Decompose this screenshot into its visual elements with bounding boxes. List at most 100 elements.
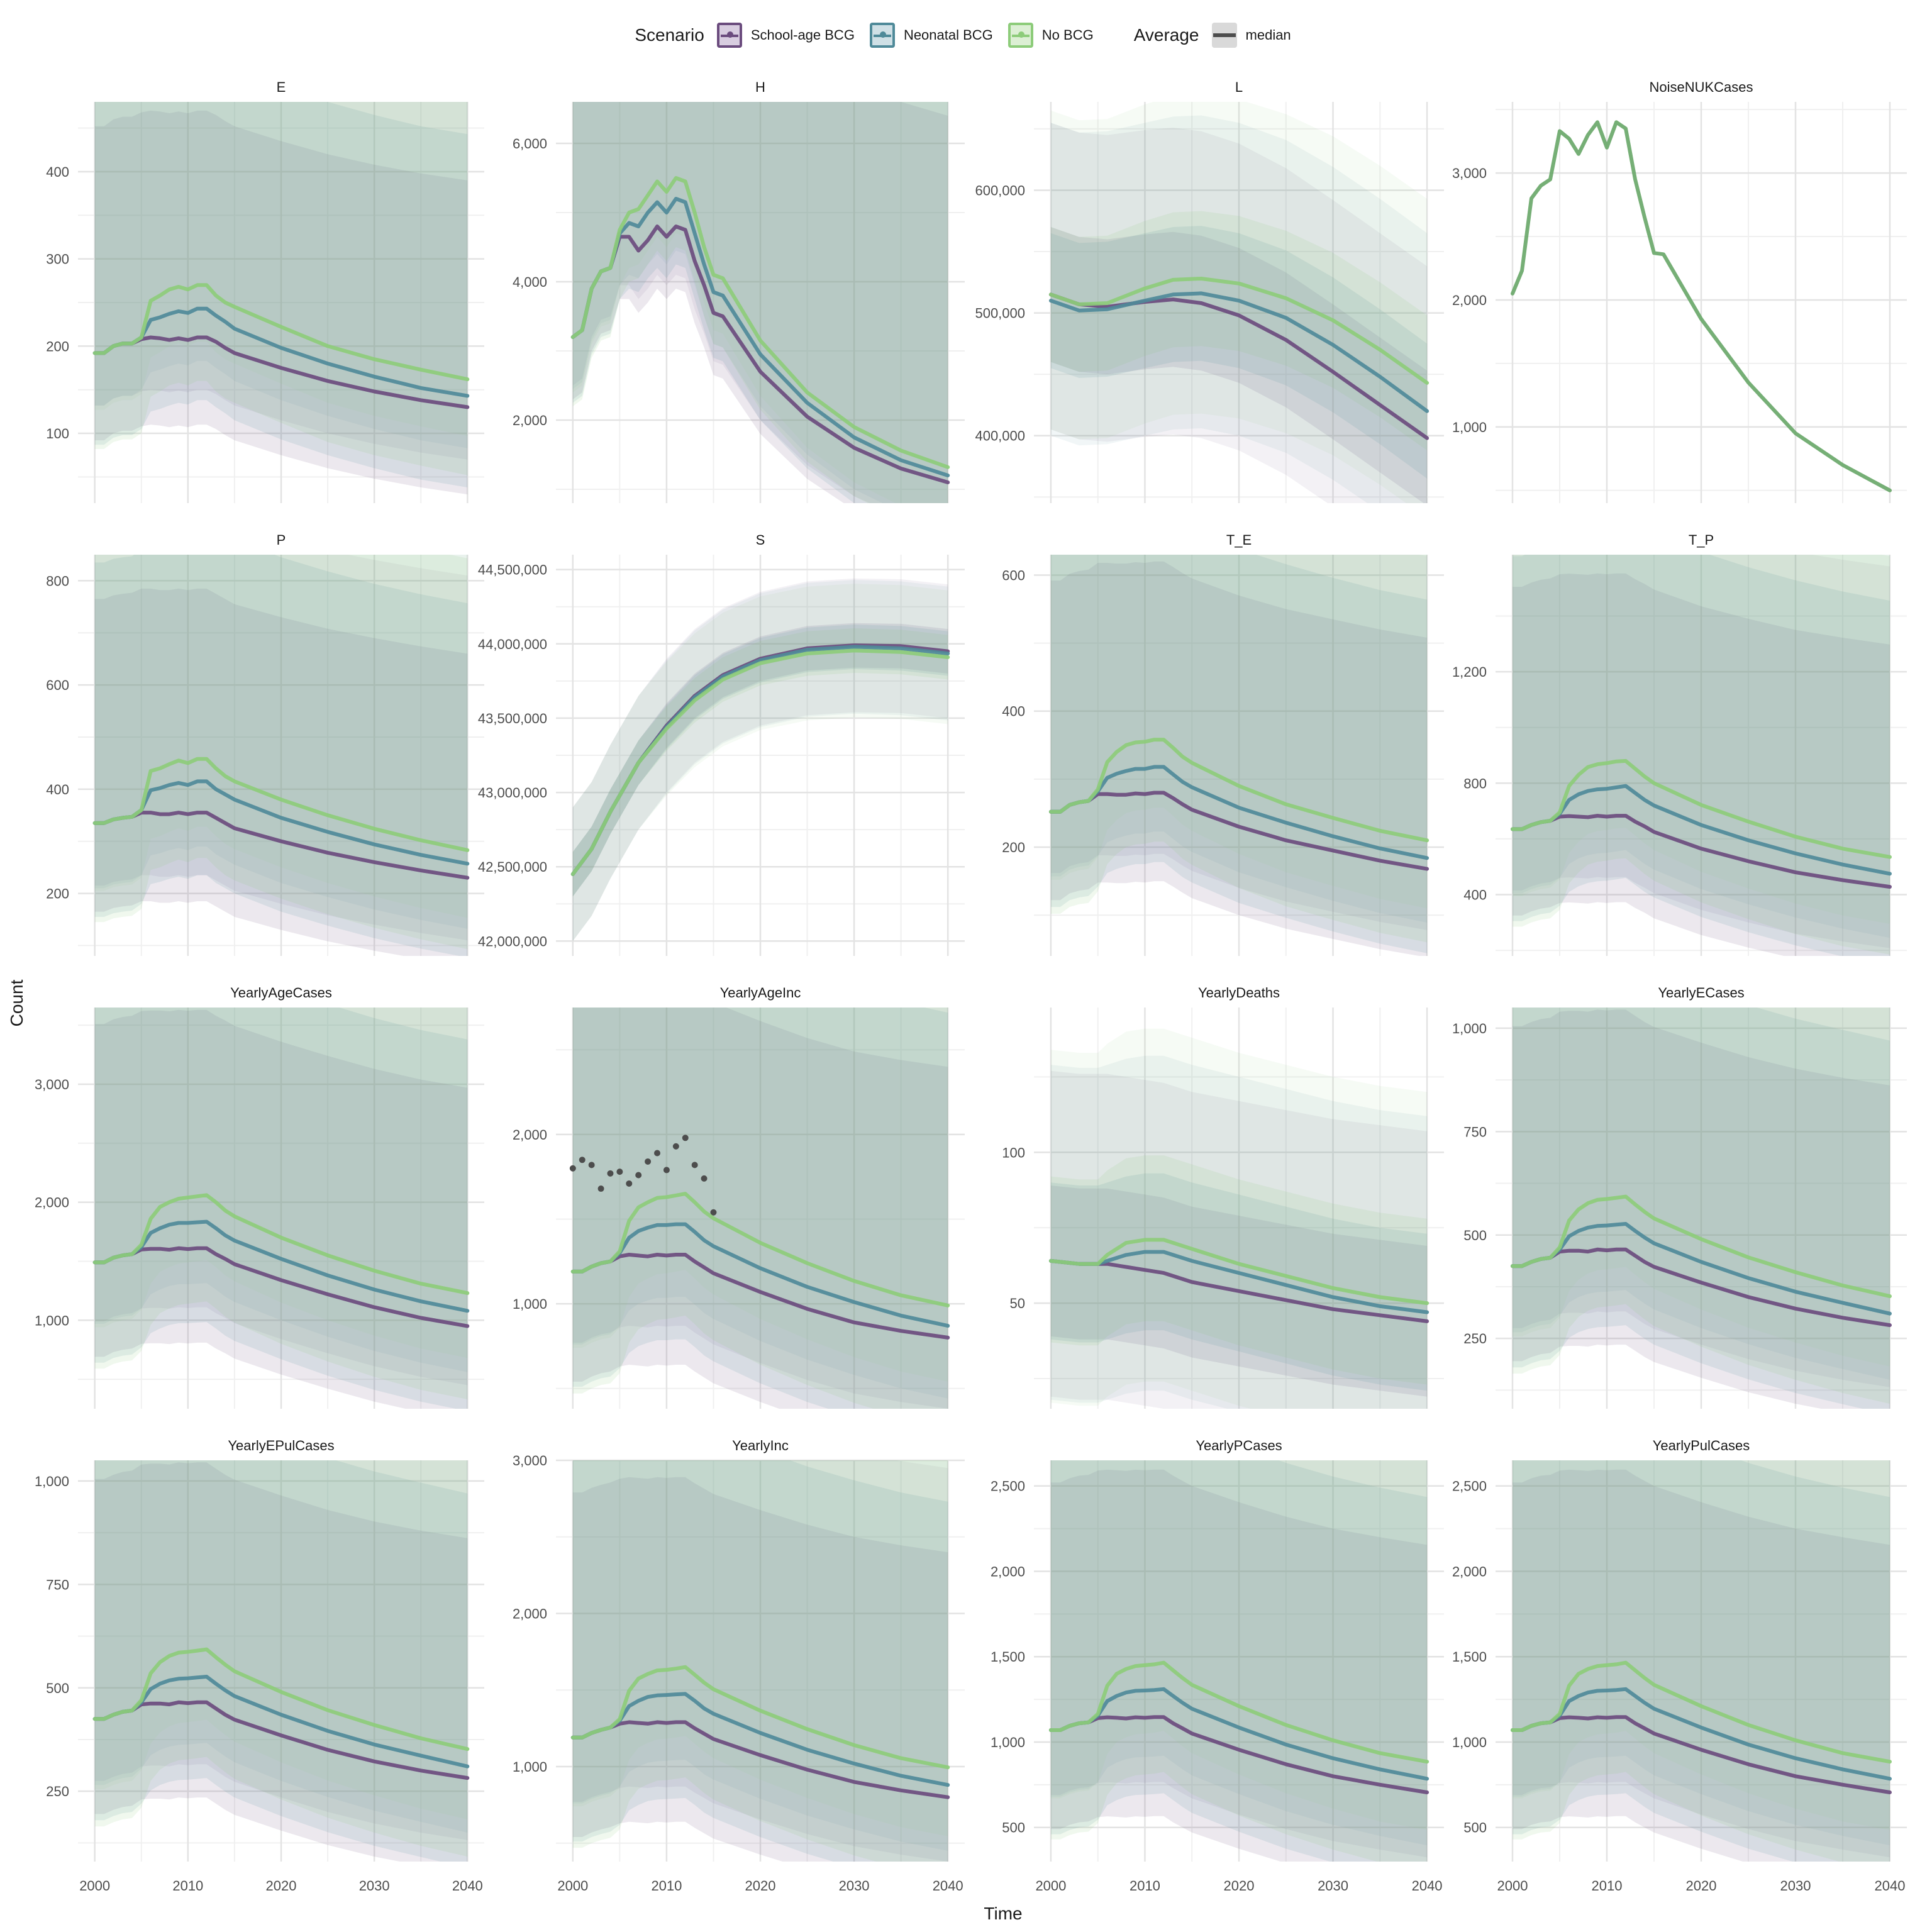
legend-label-neonatal: Neonatal BCG [903, 27, 993, 43]
band-outer-no-bcg [572, 1460, 948, 1836]
panel-title: P [277, 532, 286, 548]
legend-key-neonatal [869, 23, 895, 48]
panel-title: YearlyPulCases [1653, 1438, 1750, 1453]
band-inner-school-age-bcg [1513, 1469, 1890, 1862]
band-inner-neonatal-bcg [94, 555, 468, 956]
band-outer-school-age-bcg [1050, 123, 1428, 503]
panel-title: NoiseNUKCases [1649, 79, 1753, 95]
y-tick-label: 500 [1463, 1228, 1487, 1243]
band-outer-no-bcg [572, 584, 948, 941]
panel-yearlyageinc: YearlyAgeInc 1,000 2,000 [513, 985, 965, 1409]
median-line-school-age-bcg [1048, 292, 1430, 440]
y-tick-label: 2,500 [991, 1479, 1025, 1494]
y-tick-label: 3,000 [35, 1077, 69, 1092]
median-line-neonatal-bcg [1048, 291, 1430, 413]
band-outer-neonatal-bcg [94, 1008, 468, 1372]
band-inner-no-bcg [94, 102, 468, 475]
observed-point [645, 1158, 652, 1165]
observed-point [654, 1150, 661, 1157]
band-inner-no-bcg [94, 1008, 468, 1399]
x-tick-label: 2000 [557, 1878, 588, 1894]
observed-point [663, 1167, 670, 1174]
y-tick-label: 200 [46, 338, 69, 354]
legend-key-median [1211, 23, 1237, 48]
y-tick-label: 1,500 [991, 1649, 1025, 1665]
y-tick-label: 44,500,000 [478, 562, 547, 578]
y-tick-label: 400 [1002, 704, 1025, 719]
median-line-no-bcg [1048, 1238, 1430, 1306]
y-tick-label: 1,500 [1452, 1649, 1487, 1665]
panel-title: T_P [1689, 532, 1714, 548]
y-tick-label: 200 [46, 886, 69, 902]
band-inner-no-bcg [1050, 1155, 1428, 1385]
panel-title: YearlyEPulCases [228, 1438, 334, 1453]
uncertainty-bands [1050, 1028, 1428, 1409]
band-outer-neonatal-bcg [1050, 1055, 1428, 1409]
y-tick-label: 1,000 [513, 1296, 547, 1312]
y-tick-label: 600 [46, 677, 69, 693]
band-outer-no-bcg [1513, 1460, 1890, 1830]
y-tick-label: 1,000 [35, 1474, 69, 1489]
median-line-no-bcg [1048, 738, 1430, 843]
y-tick-label: 400 [46, 782, 69, 797]
median-line-no-bcg [1511, 758, 1892, 859]
legend-scenario-title: Scenario [635, 25, 704, 45]
panel-h: H 2,000 4,000 6,000 [513, 79, 965, 503]
legend-label-median: median [1245, 27, 1291, 43]
band-outer-school-age-bcg [1513, 555, 1890, 948]
band-inner-school-age-bcg [1050, 1469, 1428, 1862]
median-line-no-bcg [570, 176, 950, 469]
observed-point [588, 1162, 595, 1169]
band-outer-neonatal-bcg [572, 102, 948, 503]
panel-yearlypulcases: YearlyPulCases 500 1,000 1,500 2,000 2,500 200… [1452, 1438, 1907, 1894]
observed-point [672, 1143, 679, 1150]
y-tick-label: 2,000 [513, 1606, 547, 1622]
panel-yearlyagecases: YearlyAgeCases 1,000 2,000 3,000 [35, 985, 484, 1409]
panel-title: YearlyECases [1658, 985, 1744, 1001]
band-inner-no-bcg [1050, 555, 1428, 943]
y-tick-label: 1,200 [1452, 664, 1487, 680]
y-tick-label: 600 [1002, 567, 1025, 583]
y-tick-label: 400 [1463, 887, 1487, 903]
y-tick-label: 500 [1463, 1820, 1487, 1836]
y-tick-label: 2,000 [991, 1563, 1025, 1579]
legend: Scenario School-age BCG Neonatal BCG No … [0, 18, 1932, 53]
x-tick-label: 2020 [1686, 1878, 1717, 1894]
y-tick-label: 2,000 [1452, 1563, 1487, 1579]
band-inner-neonatal-bcg [1050, 1173, 1428, 1391]
median-line-no-bcg [570, 1192, 950, 1307]
x-tick-label: 2000 [1035, 1878, 1066, 1894]
uncertainty-bands [1513, 1460, 1890, 1862]
panel-p: P 200 400 600 800 [46, 532, 484, 956]
y-tick-label: 300 [46, 252, 69, 267]
band-outer-neonatal-bcg [1050, 1460, 1428, 1846]
x-tick-label: 2020 [745, 1878, 776, 1894]
x-tick-label: 2000 [1497, 1878, 1528, 1894]
band-inner-neonatal-bcg [1513, 555, 1890, 956]
x-tick-label: 2020 [266, 1878, 297, 1894]
band-inner-school-age-bcg [572, 1008, 948, 1409]
panel-yearlyinc: YearlyInc 1,000 2,000 3,000 2000 2010 2020 2030… [513, 1438, 965, 1894]
panel-yearlyepulcases: YearlyEPulCases 250 500 750 1,000 2000 2010 202… [35, 1438, 484, 1894]
median-line-no-bcg [1511, 1194, 1892, 1299]
y-tick-label: 4,000 [513, 274, 547, 290]
x-tick-label: 2030 [839, 1878, 870, 1894]
y-tick-label: 1,000 [1452, 1021, 1487, 1036]
x-tick-label: 2040 [1412, 1878, 1443, 1894]
band-inner-neonatal-bcg [1050, 1460, 1428, 1862]
band-inner-no-bcg [1513, 1008, 1890, 1404]
band-inner-school-age-bcg [1050, 227, 1428, 503]
observed-point [569, 1165, 576, 1172]
band-outer-neonatal-bcg [572, 580, 948, 941]
y-tick-label: 500 [1002, 1820, 1025, 1836]
band-outer-neonatal-bcg [572, 1460, 948, 1851]
y-tick-label: 250 [46, 1784, 69, 1799]
median-line-no-bcg [1048, 277, 1430, 385]
y-tick-label: 3,000 [513, 1453, 547, 1468]
observed-point [691, 1162, 698, 1169]
band-inner-no-bcg [94, 1460, 468, 1857]
band-outer-neonatal-bcg [1050, 115, 1428, 503]
median-line-no-bcg [92, 283, 470, 382]
observed-point [682, 1135, 689, 1141]
band-inner-school-age-bcg [94, 588, 468, 956]
